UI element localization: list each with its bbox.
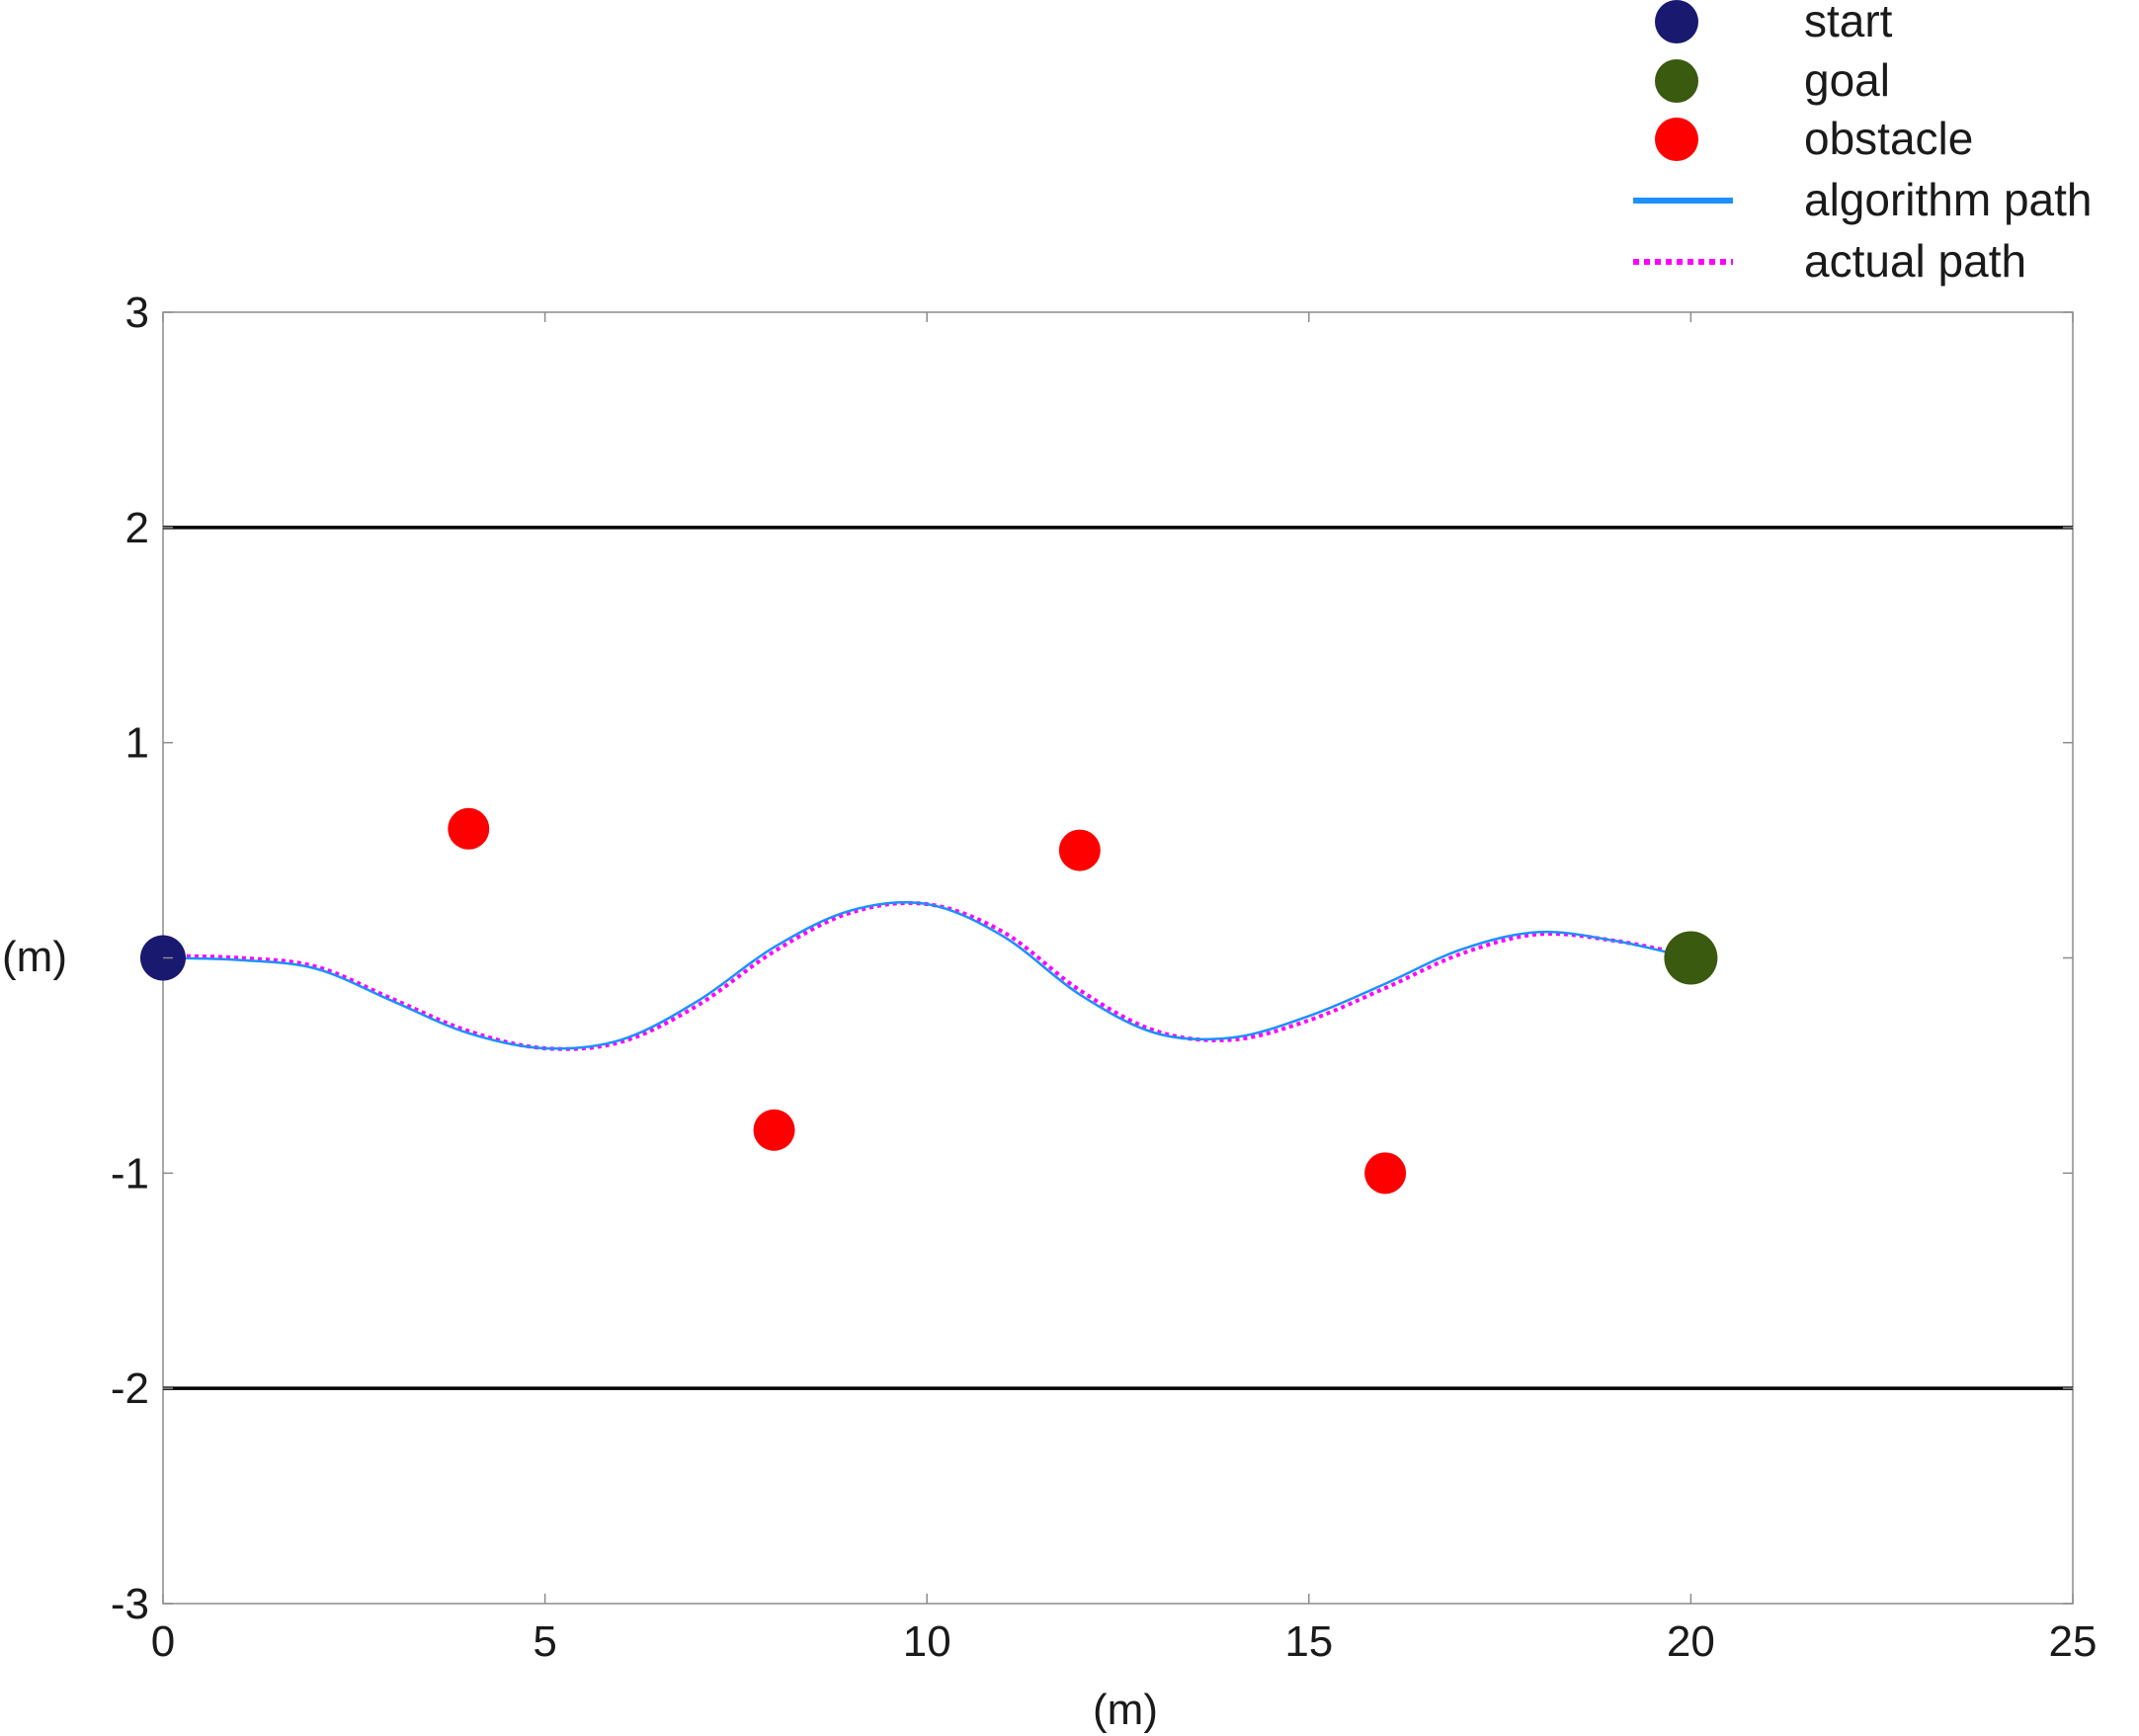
plot-area-border xyxy=(162,311,2074,1605)
x-tick-label: 10 xyxy=(903,1617,951,1666)
legend-label: start xyxy=(1804,0,1893,46)
legend-symbol-goal xyxy=(1655,59,1698,103)
legend-item: start xyxy=(1655,0,1893,46)
legend: start goal obstacle algorithm path actual pa… xyxy=(1633,0,2093,287)
x-tick-label: 0 xyxy=(151,1617,175,1666)
obstacle-marker xyxy=(753,1109,795,1151)
x-tick-label: 5 xyxy=(533,1617,556,1666)
x-tick-label: 25 xyxy=(2049,1617,2098,1666)
y-axis-title: (m) xyxy=(2,933,67,981)
boundary-lines xyxy=(163,526,2073,1390)
legend-item: obstacle xyxy=(1655,113,1973,164)
legend-item: algorithm path xyxy=(1633,174,2093,225)
x-tick-label: 20 xyxy=(1667,1617,1715,1666)
y-tick-label: 2 xyxy=(125,504,149,552)
x-tick-label: 15 xyxy=(1284,1617,1333,1666)
y-tick-label: 3 xyxy=(125,289,149,337)
y-tick-label: -1 xyxy=(111,1149,149,1198)
legend-label: algorithm path xyxy=(1804,174,2093,225)
legend-item: goal xyxy=(1655,54,1890,106)
path-lines xyxy=(162,900,1691,1051)
legend-symbol-start xyxy=(1655,0,1698,43)
obstacle-marker xyxy=(1058,829,1101,871)
algorithm-path-line xyxy=(162,900,1691,1050)
legend-label: actual path xyxy=(1804,235,2026,287)
y-tick-label: -2 xyxy=(111,1364,149,1413)
obstacle-marker xyxy=(1364,1152,1407,1195)
axis-ticks: 0 5 10 15 20 25 3 2 1 -1 -2 -3 xyxy=(111,289,2098,1666)
plot-frame xyxy=(162,311,2074,1605)
point-markers xyxy=(140,807,1718,1195)
goal-marker xyxy=(1664,931,1718,985)
obstacle-marker xyxy=(448,807,490,850)
legend-symbol-obstacle xyxy=(1655,118,1698,161)
legend-label: goal xyxy=(1804,54,1890,106)
y-tick-label: -3 xyxy=(111,1580,149,1628)
legend-label: obstacle xyxy=(1804,113,1973,164)
y-tick-label: 1 xyxy=(125,719,149,768)
actual-path-line xyxy=(162,900,1691,1051)
x-axis-title: (m) xyxy=(1093,1686,1158,1734)
legend-item: actual path xyxy=(1633,235,2026,287)
